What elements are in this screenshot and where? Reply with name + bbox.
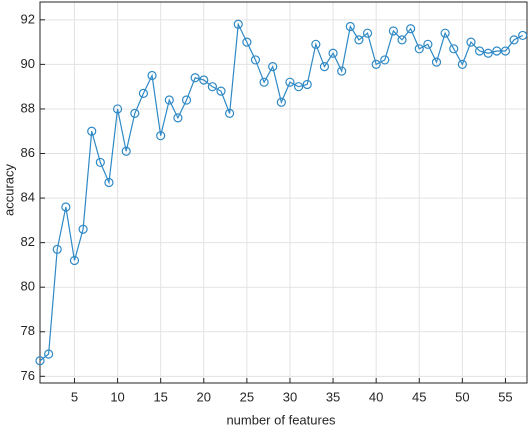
data-point: [276, 97, 286, 107]
data-point: [207, 82, 217, 92]
data-point: [225, 108, 235, 119]
x-tick-label: 5: [71, 389, 78, 404]
data-point: [509, 35, 519, 45]
data-point: [380, 55, 390, 65]
data-point: [466, 37, 476, 47]
data-point: [406, 24, 416, 34]
x-tick-label: 35: [326, 389, 340, 404]
data-point: [112, 104, 123, 114]
x-tick-label: 40: [369, 389, 383, 404]
data-point: [121, 146, 131, 156]
x-tick-label: 10: [110, 389, 124, 404]
data-point: [164, 95, 174, 105]
data-point: [302, 79, 312, 90]
data-point: [250, 55, 261, 65]
data-point: [190, 73, 200, 83]
x-tick-label: 15: [153, 389, 167, 404]
data-point: [423, 39, 433, 49]
data-point: [268, 62, 278, 72]
data-point: [87, 126, 97, 136]
y-tick-label: 92: [21, 11, 35, 26]
data-point: [173, 113, 183, 123]
data-point: [199, 75, 209, 85]
data-point: [431, 57, 442, 67]
x-tick-label: 20: [197, 389, 211, 404]
data-point: [147, 70, 157, 81]
data-point: [449, 44, 459, 54]
data-point: [181, 95, 192, 105]
data-point: [388, 26, 398, 36]
data-point: [500, 46, 511, 56]
y-tick-label: 78: [21, 323, 35, 338]
data-point: [233, 19, 243, 29]
data-point: [414, 44, 424, 54]
data-point: [328, 48, 338, 58]
y-tick-label: 86: [21, 145, 35, 160]
data-point: [156, 131, 166, 141]
x-tick-label: 50: [455, 389, 469, 404]
y-tick-label: 82: [21, 234, 35, 249]
x-tick-label: 30: [283, 389, 297, 404]
plot-frame: [39, 1, 528, 384]
y-tick-label: 90: [21, 56, 35, 71]
data-point: [362, 28, 373, 38]
data-point: [104, 177, 114, 188]
y-tick-label: 80: [21, 279, 35, 294]
x-tick-label: 45: [412, 389, 426, 404]
x-axis-label: number of features: [226, 412, 336, 427]
data-point: [483, 48, 493, 58]
y-tick-label: 88: [21, 100, 35, 115]
data-point: [130, 108, 140, 119]
data-point: [52, 244, 62, 254]
data-point: [61, 202, 71, 212]
data-point: [44, 349, 54, 359]
data-point: [518, 30, 528, 41]
data-point: [242, 37, 252, 47]
data-point: [259, 77, 269, 87]
data-point: [457, 59, 467, 69]
data-point: [138, 88, 149, 98]
data-point: [35, 356, 45, 366]
data-point: [440, 28, 450, 38]
data-point: [319, 62, 330, 72]
data-point: [95, 157, 105, 168]
data-line: [39, 22, 523, 362]
data-point: [78, 224, 88, 234]
y-axis-label: accuracy: [1, 163, 16, 216]
data-point: [345, 21, 355, 32]
data-point: [69, 255, 80, 266]
data-point: [337, 66, 347, 76]
data-point: [354, 35, 364, 45]
data-point: [311, 39, 321, 49]
data-point: [371, 59, 381, 69]
y-tick-label: 76: [21, 368, 35, 383]
data-point: [293, 82, 304, 92]
data-point: [397, 35, 407, 45]
x-tick-label: 55: [498, 389, 512, 404]
y-tick-label: 84: [21, 190, 35, 205]
x-tick-label: 25: [240, 389, 254, 404]
data-point: [474, 46, 485, 56]
data-point: [285, 77, 295, 87]
data-point: [492, 46, 502, 56]
data-point: [216, 86, 226, 96]
